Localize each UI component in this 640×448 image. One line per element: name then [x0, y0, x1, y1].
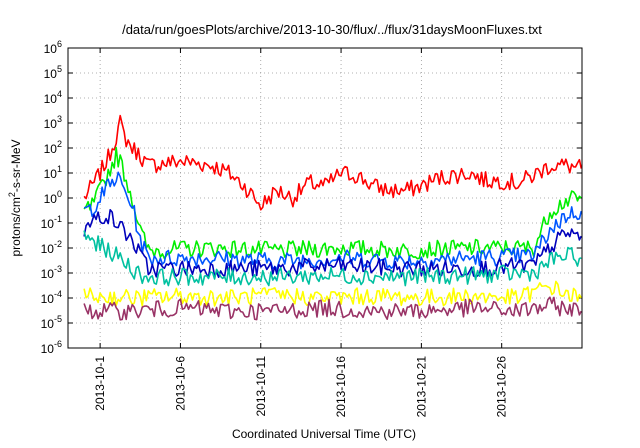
- series-line: [83, 296, 582, 321]
- y-tick-base: 10: [44, 67, 58, 81]
- y-tick-base: 10: [41, 292, 55, 306]
- y-tick-exp: 4: [57, 89, 62, 99]
- y-tick-base: 10: [44, 192, 58, 206]
- x-tick-label: 2013-10-11: [254, 356, 268, 417]
- y-tick-label: 100: [44, 189, 62, 206]
- y-label-sup: 2: [7, 192, 17, 197]
- y-tick-label: 10-2: [41, 239, 62, 256]
- x-tick-label: 2013-10-1: [93, 356, 107, 411]
- series-line: [83, 280, 582, 307]
- y-tick-exp: 3: [57, 114, 62, 124]
- x-tick-labels: 2013-10-1 2013-10-6 2013-10-11 2013-10-16 20…: [93, 356, 509, 418]
- chart-title-text: /data/run/goesPlots/archive/2013-10-30/f…: [122, 22, 542, 37]
- y-axis-label: protons/cm2-s-sr-MeV: [7, 139, 23, 256]
- y-tick-exp: -4: [54, 289, 62, 299]
- y-tick-exp: 0: [57, 189, 62, 199]
- series-line: [83, 230, 582, 287]
- y-tick-exp: -1: [54, 214, 62, 224]
- y-tick-base: 10: [44, 117, 58, 131]
- y-tick-label: 101: [44, 164, 62, 181]
- y-tick-label: 10-5: [41, 314, 62, 331]
- y-tick-exp: 5: [57, 64, 62, 74]
- y-tick-label: 104: [44, 89, 62, 106]
- y-tick-exp: 1: [57, 164, 62, 174]
- chart-title: /data/run/goesPlots/archive/2013-10-30/f…: [122, 22, 542, 37]
- y-tick-label: 106: [44, 39, 62, 56]
- y-tick-exp: 2: [57, 139, 62, 149]
- y-label-rest: -s-sr-MeV: [9, 139, 23, 192]
- y-tick-label: 105: [44, 64, 62, 81]
- series-line: [83, 114, 582, 211]
- y-tick-label: 102: [44, 139, 62, 156]
- y-tick-base: 10: [44, 42, 58, 56]
- series-line: [83, 146, 582, 260]
- y-tick-base: 10: [44, 142, 58, 156]
- y-tick-base: 10: [41, 217, 55, 231]
- y-tick-label: 10-3: [41, 264, 62, 281]
- y-tick-base: 10: [44, 167, 58, 181]
- y-tick-label: 103: [44, 114, 62, 131]
- y-tick-label: 10-4: [41, 289, 62, 306]
- plot-border: [67, 47, 583, 349]
- y-tick-label: 10-6: [41, 339, 62, 356]
- y-label-base: protons/cm: [9, 197, 23, 256]
- y-tick-base: 10: [41, 242, 55, 256]
- x-tick-label: 2013-10-6: [173, 356, 187, 411]
- x-axis-label: Coordinated Universal Time (UTC): [232, 427, 416, 441]
- series-line: [83, 209, 582, 279]
- y-tick-label: 10-1: [41, 214, 62, 231]
- series-group: [83, 114, 582, 321]
- y-tick-exp: -6: [54, 339, 62, 349]
- y-tick-base: 10: [41, 342, 55, 356]
- y-tick-base: 10: [41, 267, 55, 281]
- y-tick-exp: -5: [54, 314, 62, 324]
- y-tick-base: 10: [44, 92, 58, 106]
- y-tick-exp: -2: [54, 239, 62, 249]
- y-tick-base: 10: [41, 317, 55, 331]
- x-tick-label: 2013-10-26: [495, 356, 509, 418]
- y-tick-exp: -3: [54, 264, 62, 274]
- x-tick-label: 2013-10-16: [334, 356, 348, 418]
- y-tick-exp: 6: [57, 39, 62, 49]
- y-tick-labels: 10610510410310210110010-110-210-310-410-…: [41, 39, 62, 356]
- x-tick-label: 2013-10-21: [414, 356, 428, 418]
